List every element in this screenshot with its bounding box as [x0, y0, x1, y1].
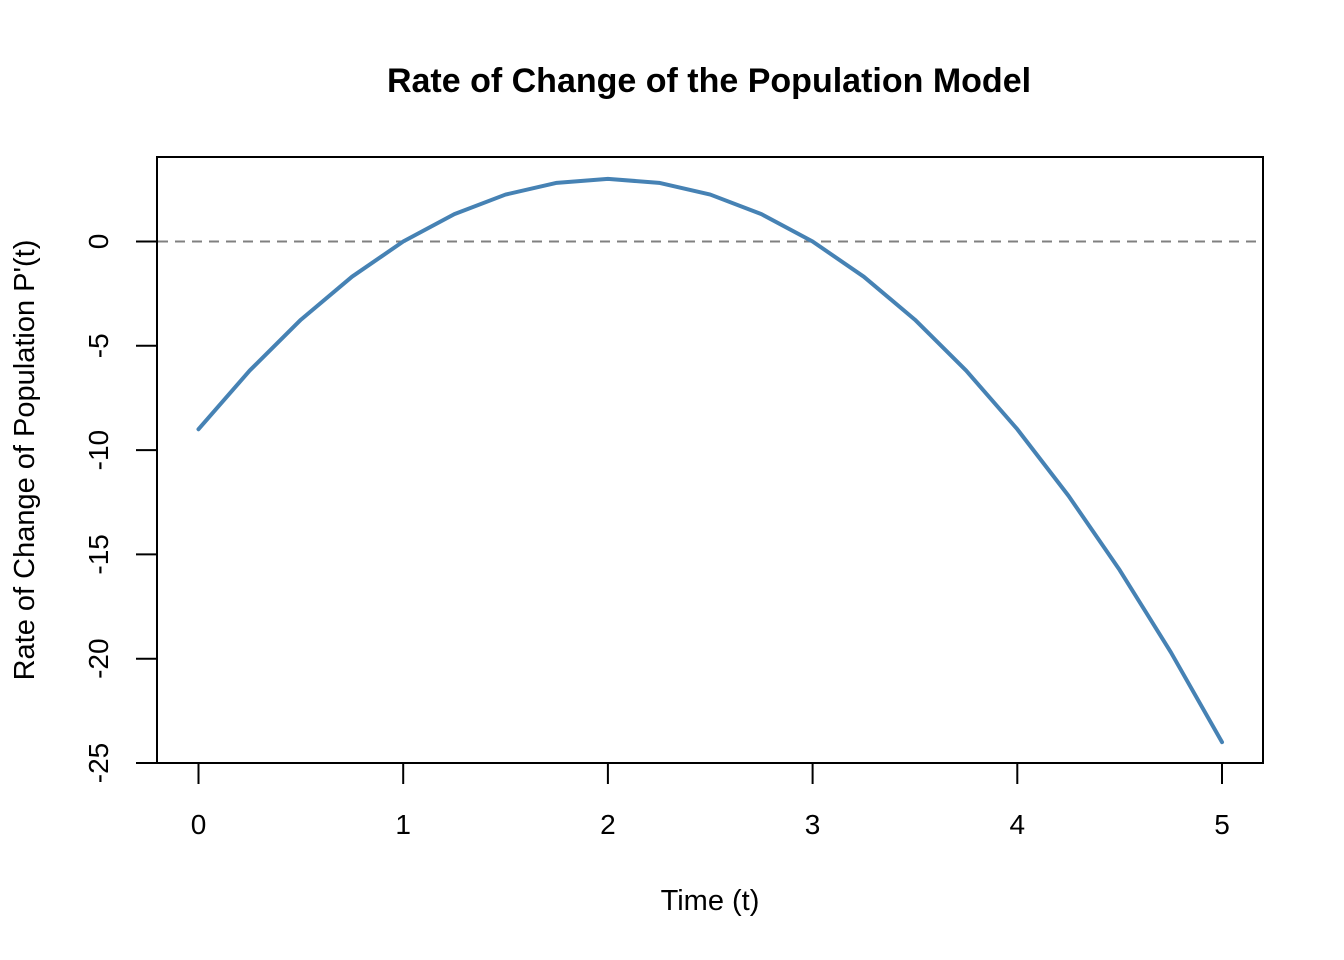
chart-title: Rate of Change of the Population Model	[387, 62, 1031, 100]
x-axis: 0 1 2 3 4 5	[191, 762, 1230, 840]
y-tick-label: -25	[83, 743, 114, 783]
x-tick-label: 4	[1010, 809, 1026, 840]
x-tick-label: 5	[1214, 809, 1230, 840]
x-tick-label: 1	[395, 809, 411, 840]
y-tick-label: -20	[83, 638, 114, 678]
y-tick-label: 0	[83, 234, 114, 250]
x-tick-label: 0	[191, 809, 207, 840]
y-tick-label: -15	[83, 534, 114, 574]
series-line	[196, 176, 1224, 745]
y-axis: 0 -5 -10 -15 -20 -25	[83, 234, 158, 783]
y-axis-label: Rate of Change of Population P'(t)	[9, 240, 41, 681]
x-tick-label: 2	[600, 809, 616, 840]
y-tick-label: -5	[83, 333, 114, 358]
x-axis-label: Time (t)	[661, 885, 760, 917]
x-tick-label: 3	[805, 809, 821, 840]
y-tick-label: -10	[83, 430, 114, 470]
